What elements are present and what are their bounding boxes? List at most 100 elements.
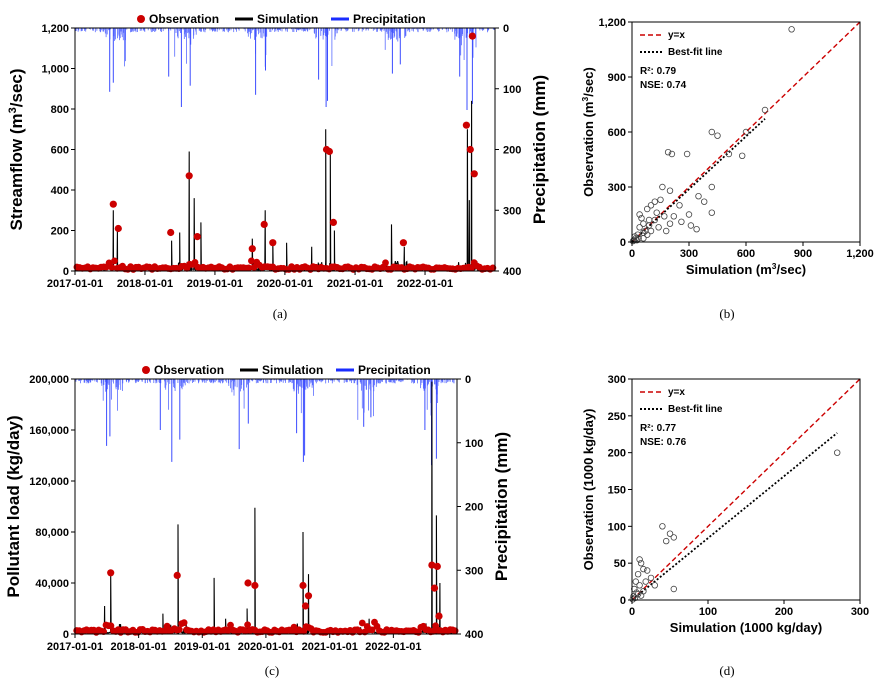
stat-nse: NSE: 0.76 bbox=[640, 437, 687, 448]
plot-frame bbox=[631, 378, 861, 601]
scatter-point bbox=[632, 578, 639, 585]
scatter-point bbox=[664, 148, 672, 156]
scatter-point bbox=[666, 187, 674, 194]
y-tick-label: 250 bbox=[608, 411, 626, 423]
x-tick-label: 2019-01-01 bbox=[187, 278, 243, 290]
plot-frame bbox=[74, 378, 458, 635]
observation-point bbox=[430, 584, 439, 592]
scatter-point bbox=[701, 198, 708, 205]
x-axis-title: Simulation (1000 kg/day) bbox=[670, 620, 822, 635]
observation-point bbox=[180, 619, 188, 627]
scatter-point bbox=[644, 567, 651, 574]
scatter-point bbox=[687, 222, 695, 229]
observation-series bbox=[73, 561, 459, 636]
observation-point bbox=[108, 264, 116, 271]
observation-point bbox=[269, 239, 277, 247]
y-tick-label: 200 bbox=[51, 226, 69, 238]
y2-tick-label: 200 bbox=[465, 502, 483, 514]
simulation-series bbox=[74, 381, 458, 635]
y-axis-title: Pollutant load (kg/day) bbox=[4, 415, 23, 597]
x-tick-label: 2022-01-01 bbox=[397, 278, 453, 290]
observation-point bbox=[248, 245, 256, 253]
y2-tick-label: 100 bbox=[465, 438, 483, 450]
observation-point bbox=[107, 569, 115, 577]
observation-point bbox=[244, 621, 252, 629]
y-tick-label: 300 bbox=[608, 182, 626, 194]
scatter-point bbox=[678, 218, 685, 225]
legend-label-simulation: Simulation bbox=[257, 12, 318, 26]
scatter-point bbox=[659, 523, 666, 530]
scatter-point bbox=[708, 128, 715, 136]
scatter-point bbox=[708, 183, 715, 191]
scatter-point bbox=[666, 530, 674, 537]
plot-frame bbox=[631, 21, 861, 243]
observation-point bbox=[428, 561, 436, 569]
y-axis-title: Observation (m3/sec) bbox=[580, 67, 596, 197]
y-tick-label: 1,000 bbox=[41, 64, 69, 76]
one-to-one-line bbox=[631, 378, 861, 601]
scatter-point bbox=[645, 222, 653, 229]
observation-point bbox=[301, 602, 310, 610]
observation-point bbox=[399, 239, 407, 247]
y2-tick-label: 300 bbox=[465, 565, 483, 577]
scatter-point bbox=[788, 26, 795, 33]
y2-axis-title: Precipitation (mm) bbox=[530, 75, 549, 224]
scatter-point bbox=[685, 211, 693, 218]
y-tick-label: 160,000 bbox=[29, 425, 69, 437]
y-tick-label: 80,000 bbox=[35, 527, 69, 539]
scatter-point bbox=[647, 202, 655, 209]
scatter-point bbox=[666, 220, 674, 227]
observation-point bbox=[109, 200, 117, 208]
x-tick-label: 100 bbox=[699, 606, 717, 618]
panel-label: (a) bbox=[273, 306, 287, 321]
observation-point bbox=[173, 571, 181, 580]
legend-label-best-fit: Best-fit line bbox=[668, 47, 723, 58]
y-axis-title: Observation (1000 kg/day) bbox=[581, 409, 596, 571]
scatter-point bbox=[661, 213, 668, 220]
y-tick-label: 100 bbox=[608, 521, 626, 533]
x-tick-label: 2019-01-01 bbox=[174, 641, 230, 653]
y-tick-label: 50 bbox=[614, 558, 626, 570]
observation-point bbox=[304, 592, 313, 600]
scatter-point bbox=[651, 582, 658, 589]
x-tick-label: 2017-01-01 bbox=[47, 278, 103, 290]
panel-c: 0 40,000 80,000 120,000 160,000 200,000 0 100 20… bbox=[4, 363, 511, 678]
y2-tick-label: 400 bbox=[465, 629, 483, 641]
scatter-point bbox=[647, 227, 655, 235]
scatter-point bbox=[663, 227, 670, 235]
observation-point bbox=[107, 622, 115, 630]
observation-point bbox=[468, 32, 476, 40]
legend-label-precipitation: Precipitation bbox=[353, 12, 426, 26]
scatter-point bbox=[636, 224, 643, 231]
x-tick-label: 2021-01-01 bbox=[327, 278, 383, 290]
y-tick-label: 120,000 bbox=[29, 476, 69, 488]
observation-point bbox=[111, 257, 118, 265]
scatter-point bbox=[657, 196, 664, 203]
x-tick-label: 2021-01-01 bbox=[302, 641, 358, 653]
y-tick-label: 1,200 bbox=[598, 17, 626, 29]
x-tick-label: 300 bbox=[680, 248, 698, 260]
scatter-point bbox=[725, 150, 733, 158]
x-tick-label: 0 bbox=[629, 606, 635, 618]
x-tick-label: 2018-01-01 bbox=[110, 641, 166, 653]
x-tick-label: 2017-01-01 bbox=[47, 641, 103, 653]
y-tick-label: 800 bbox=[51, 104, 69, 116]
scatter-point bbox=[640, 565, 647, 573]
y-tick-label: 300 bbox=[608, 374, 626, 386]
scatter-point bbox=[638, 214, 645, 222]
plot-frame bbox=[74, 27, 496, 272]
scatter-point bbox=[739, 152, 746, 159]
observation-point bbox=[435, 612, 443, 620]
y-tick-label: 200 bbox=[608, 448, 626, 460]
observation-point bbox=[167, 228, 175, 237]
scatter-point bbox=[670, 585, 677, 593]
observation-point bbox=[175, 626, 183, 633]
observation-series bbox=[73, 32, 497, 273]
scatter-point bbox=[670, 213, 677, 220]
scatter-point bbox=[640, 220, 647, 227]
y-tick-label: 0 bbox=[63, 629, 69, 641]
scatter-point bbox=[634, 590, 642, 598]
x-tick-label: 2020-01-01 bbox=[257, 278, 313, 290]
observation-point bbox=[224, 627, 232, 634]
scatter-point bbox=[651, 198, 658, 205]
